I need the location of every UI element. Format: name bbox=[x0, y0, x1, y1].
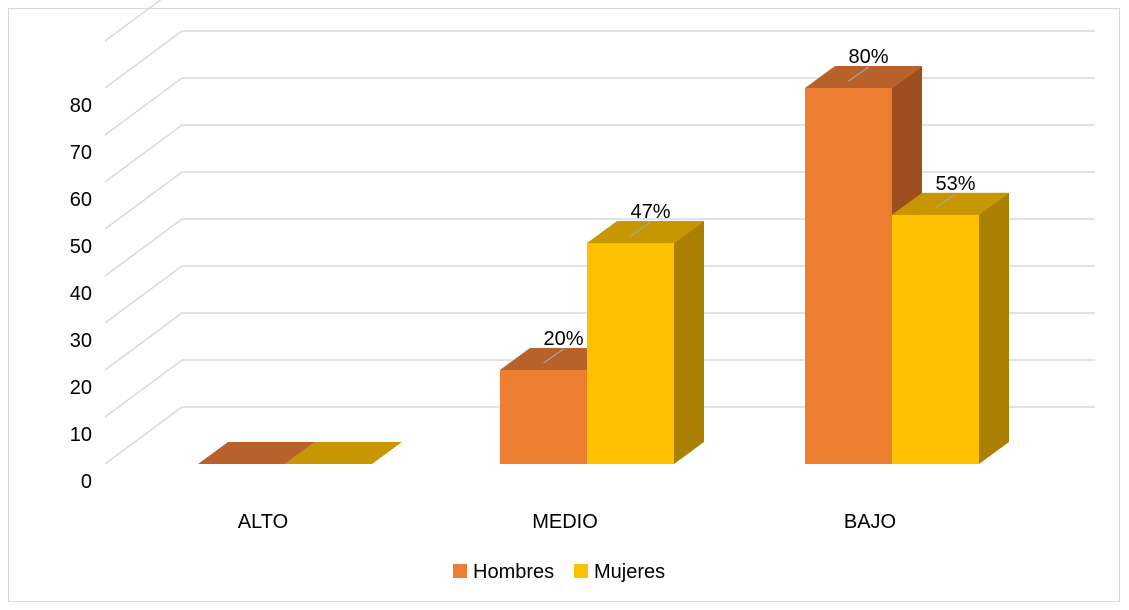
y-tick-label: 0 bbox=[81, 471, 92, 493]
legend-swatch bbox=[453, 564, 467, 578]
bar-top-face bbox=[198, 442, 315, 464]
bar-front-face-overlay bbox=[587, 243, 674, 464]
gridline-diagonal bbox=[104, 218, 183, 277]
x-category-label: MEDIO bbox=[532, 511, 598, 533]
data-label-hombres-medio: 20% bbox=[543, 328, 583, 350]
bar-front-face bbox=[805, 88, 892, 464]
y-tick-label: 50 bbox=[70, 236, 92, 258]
gridline-diagonal bbox=[104, 406, 183, 465]
data-label-hombres-bajo: 80% bbox=[848, 46, 888, 68]
legend-label: Hombres bbox=[473, 561, 554, 583]
gridline-diagonal bbox=[104, 265, 183, 324]
leader-lines bbox=[543, 66, 956, 364]
y-axis: 0 10 20 30 40 50 60 70 80 bbox=[70, 95, 92, 493]
x-axis: ALTO MEDIO BAJO bbox=[238, 511, 896, 533]
leader-line bbox=[630, 221, 651, 237]
bar-top-face bbox=[285, 442, 402, 464]
bar-top-face-overlay bbox=[892, 192, 1009, 215]
bar-side-face bbox=[674, 221, 704, 464]
gridline-diagonal bbox=[104, 359, 183, 418]
bar-front-face-overlay bbox=[892, 214, 979, 464]
bar-side-face bbox=[979, 192, 1009, 464]
legend-swatch bbox=[574, 564, 588, 578]
legend-item-mujeres: Mujeres bbox=[574, 561, 665, 583]
bar-mujeres-alto bbox=[285, 442, 402, 464]
bars bbox=[198, 66, 1009, 464]
gridline-diagonal bbox=[104, 30, 183, 89]
y-tick-label: 40 bbox=[70, 283, 92, 305]
bar-top-face bbox=[805, 66, 922, 88]
data-labels: 20% 47% 80% 53% bbox=[543, 46, 975, 350]
gridline-diagonal bbox=[104, 171, 183, 230]
gridline-diagonal bbox=[104, 124, 183, 183]
bar-front-face bbox=[500, 370, 587, 464]
legend: Hombres Mujeres bbox=[453, 561, 665, 583]
y-tick-label: 10 bbox=[70, 424, 92, 446]
gridline-diagonal bbox=[104, 0, 162, 42]
data-label-mujeres-medio: 47% bbox=[630, 201, 670, 223]
x-category-label: ALTO bbox=[238, 511, 288, 533]
data-label-mujeres-bajo: 53% bbox=[935, 173, 975, 195]
y-tick-label: 60 bbox=[70, 189, 92, 211]
y-tick-label: 70 bbox=[70, 142, 92, 164]
leader-line bbox=[543, 348, 564, 364]
gridline-diagonal bbox=[104, 312, 183, 371]
bar-top-face-overlay bbox=[587, 221, 704, 244]
y-tick-label: 30 bbox=[70, 330, 92, 352]
y-tick-label: 20 bbox=[70, 377, 92, 399]
x-category-label: BAJO bbox=[844, 511, 896, 533]
leader-line bbox=[935, 193, 956, 209]
leader-line bbox=[848, 66, 869, 82]
y-tick-label: 80 bbox=[70, 95, 92, 117]
legend-label: Mujeres bbox=[594, 561, 665, 583]
bar-hombres-alto bbox=[198, 442, 315, 464]
gridline-diagonal bbox=[104, 77, 183, 136]
legend-item-hombres: Hombres bbox=[453, 561, 554, 583]
